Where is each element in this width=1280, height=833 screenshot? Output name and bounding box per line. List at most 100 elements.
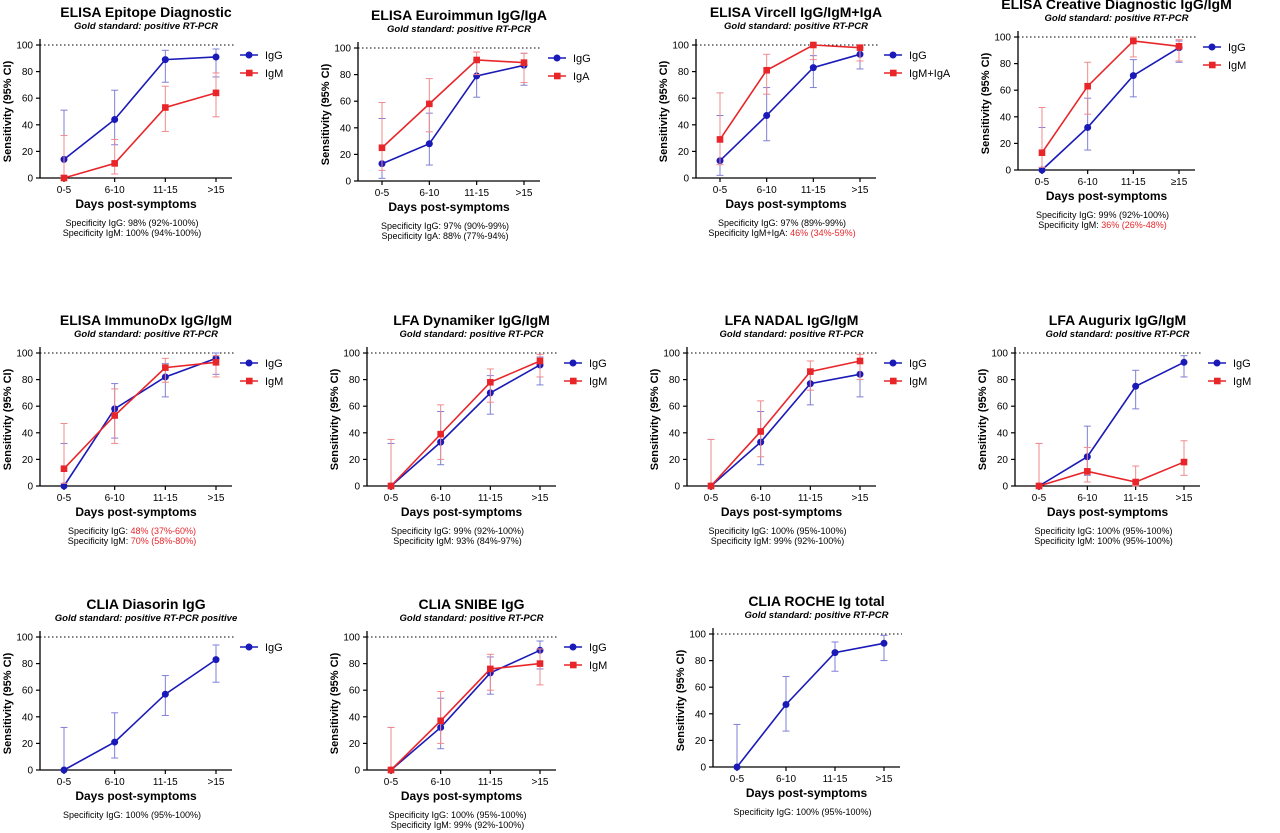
chart-subtitle: Gold standard: positive RT-PCR [387,24,531,35]
legend: IgG IgM [564,642,607,672]
x-axis-label: Days post-symptoms [388,200,510,214]
data-point [162,104,169,111]
data-point [425,140,433,148]
data-point [757,428,764,435]
x-tick-label: 6-10 [1077,493,1097,504]
specificity-value: 93% (84%-97%) [456,536,522,546]
data-point [1180,358,1188,366]
x-tick-label: 11-15 [464,188,489,199]
y-tick-label: 60 [678,94,690,105]
x-tick-label: 0-5 [375,188,390,199]
series-igm [60,355,220,484]
data-point [716,136,724,143]
x-tick-label: 11-15 [153,493,178,504]
y-tick-label: 0 [27,174,33,185]
x-tick-label: >15 [532,493,549,504]
y-tick-label: 100 [672,41,689,52]
x-tick-label: >15 [208,493,225,504]
y-tick-label: 0 [683,174,689,185]
x-tick-label: 6-10 [1078,177,1098,188]
legend-label: IgG [589,358,607,370]
data-point [733,763,741,771]
specificity-label: Specificity IgA: [381,231,443,241]
x-tick-label: 0-5 [57,493,72,504]
data-point [212,89,220,97]
y-axis-label: Sensitivity (95% CI) [2,652,14,754]
x-tick-label: 0-5 [1032,493,1047,504]
legend: IgG IgM [1203,42,1246,72]
y-axis-label: Sensitivity (95% CI) [675,649,687,751]
y-tick-label: 40 [695,709,707,720]
specificity-value: 99% (92%-100%) [1098,210,1169,220]
series-line [1041,40,1180,154]
series-line [1038,461,1185,487]
legend-marker [569,359,577,367]
specificity-value: 100% (95%-100%) [771,526,847,536]
series-igg [1038,40,1183,174]
legend: IgG IgA [548,53,591,83]
chart-title: CLIA Diasorin IgG [86,596,205,612]
x-tick-label: 0-5 [57,185,72,196]
y-tick-label: 80 [695,656,707,667]
x-tick-label: >15 [876,774,893,785]
legend-label: IgG [265,358,283,370]
data-point [763,111,771,119]
y-tick-label: 40 [22,712,34,723]
y-tick-label: 0 [674,482,680,493]
specificity-label: Specificity IgG: [708,526,771,536]
legend-marker [245,359,253,367]
y-tick-label: 80 [349,375,361,386]
legend-label: IgG [573,53,591,65]
x-axis-label: Days post-symptoms [746,786,868,800]
legend-label: IgM [589,376,607,388]
chart-subtitle: Gold standard: positive RT-PCR [74,329,218,340]
y-tick-label: 0 [27,482,33,493]
series-line [381,64,525,165]
legend-marker [554,72,561,80]
data-point [212,359,220,366]
series-line [719,44,861,140]
specificity-value: 100% (95%-100%) [796,807,872,817]
x-tick-label: >15 [852,493,869,504]
specificity-label: Specificity IgM+IgA: [708,228,790,238]
x-tick-label: >15 [852,185,869,196]
specificity-note: Specificity IgM: 100% (94%-100%) [63,228,202,238]
y-tick-label: 40 [997,428,1009,439]
y-axis-label: Sensitivity (95% CI) [649,368,661,470]
specificity-note: Specificity IgG: 99% (92%-100%) [391,526,524,536]
legend-label: IgM+IgA [909,68,951,80]
legend: IgG IgM [1208,358,1251,388]
y-tick-label: 40 [349,712,361,723]
y-axis-label: Sensitivity (95% CI) [658,60,670,162]
y-tick-label: 80 [22,659,34,670]
x-tick-label: 0-5 [57,777,72,788]
specificity-value: 100% (94%-100%) [126,228,202,238]
x-tick-label: 6-10 [105,777,125,788]
specificity-note: Specificity IgG: 98% (92%-100%) [65,218,198,228]
x-tick-label: >15 [1176,493,1193,504]
data-point [1038,166,1046,174]
x-tick-label: 6-10 [757,185,777,196]
x-tick-label: 11-15 [1123,493,1148,504]
y-tick-label: 100 [16,41,33,52]
legend-marker [889,359,897,367]
specificity-note: Specificity IgG: 100% (95%-100%) [63,810,201,820]
data-point [1132,382,1140,390]
specificity-value: 36% (26%-48%) [1101,220,1167,230]
y-tick-label: 0 [345,177,351,188]
x-axis-label: Days post-symptoms [1046,189,1168,203]
legend: IgG IgM [884,358,927,388]
y-tick-label: 60 [695,683,707,694]
x-tick-label: 0-5 [1035,177,1050,188]
legend-label: IgG [1228,42,1246,54]
y-tick-label: 0 [354,766,360,777]
specificity-note: Specificity IgG: 100% (95%-100%) [733,807,871,817]
x-tick-label: 11-15 [478,777,503,788]
specificity-note: Specificity IgM: 100% (95%-100%) [1034,536,1173,546]
y-tick-label: 20 [22,739,34,750]
